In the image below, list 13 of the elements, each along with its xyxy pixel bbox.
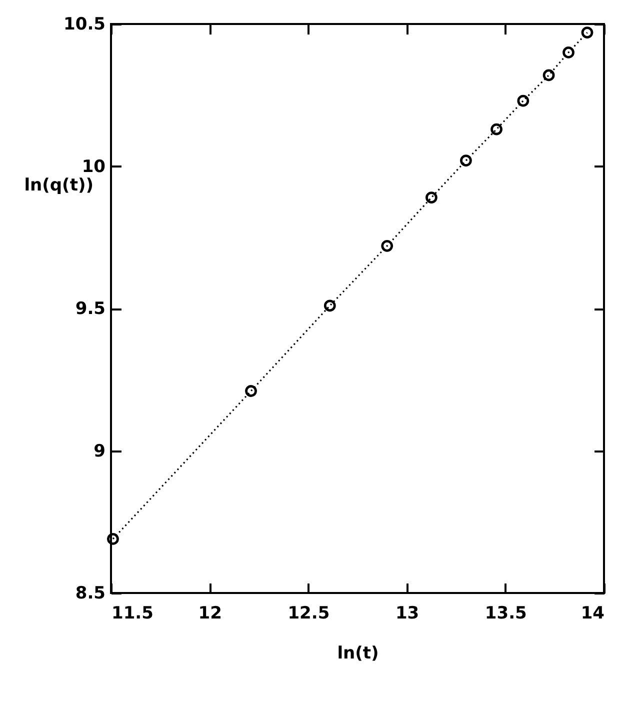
x-tick-label: 13.5 — [484, 604, 527, 624]
y-tick-label: 9 — [94, 441, 106, 462]
x-tick-label: 11.5 — [112, 604, 154, 624]
x-tick-label: 12 — [198, 604, 222, 624]
x-tick-label: 14 — [580, 604, 605, 624]
x-tick-label: 12.5 — [288, 604, 330, 624]
y-tick-label: 8.5 — [75, 584, 106, 604]
x-axis-title: ln(t) — [337, 644, 379, 664]
y-tick-label: 9.5 — [75, 299, 106, 319]
y-tick-label: 10.5 — [64, 14, 106, 34]
y-axis-title: ln(q(t)) — [24, 176, 94, 196]
x-tick-label: 13 — [395, 604, 420, 624]
y-tick-label: 10 — [82, 156, 106, 177]
